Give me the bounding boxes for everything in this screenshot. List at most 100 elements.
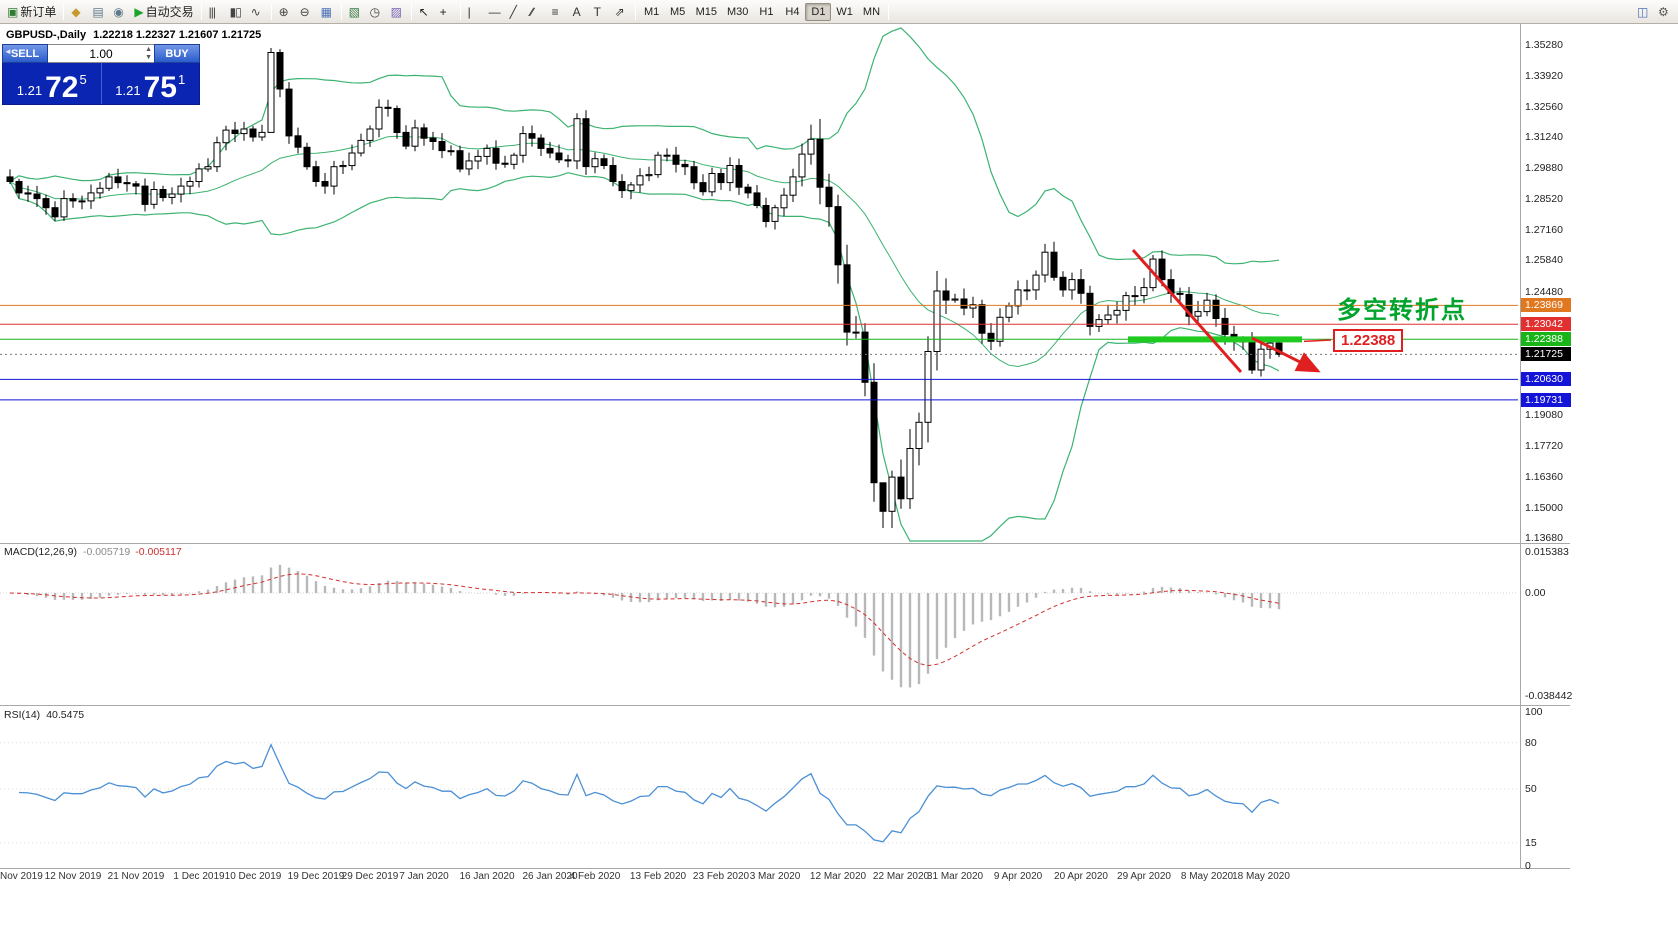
price-axis: 1.35280 1.33920 1.32560 1.31240 1.29880 1.285… <box>1521 0 1578 944</box>
date-tick: 16 Jan 2020 <box>459 871 515 882</box>
date-tick: 31 Mar 2020 <box>926 871 984 882</box>
vertical-line-button[interactable]: | <box>464 2 485 22</box>
macd-signal-line <box>9 573 1280 667</box>
tile-icon: ▦ <box>320 4 332 19</box>
timeframe-m15-button[interactable]: M15 <box>691 3 722 21</box>
price-axis-label: 1.13680 <box>1525 532 1563 544</box>
date-tick: 12 Mar 2020 <box>809 871 867 882</box>
arrow-icon: ⇗ <box>614 4 625 19</box>
volume-spinner[interactable]: ▲ ▼ <box>145 46 152 62</box>
channel-icon: ∕∕ <box>530 4 534 19</box>
arrange-windows-button[interactable]: ◫ <box>1633 2 1654 22</box>
date-tick: 20 Apr 2020 <box>1054 871 1108 882</box>
new-order-button[interactable]: ▣ 新订单 <box>3 2 60 22</box>
price-axis-label: 1.24480 <box>1525 285 1563 298</box>
macd-axis-label: -0.038442 <box>1525 689 1573 702</box>
trendline-button[interactable]: ╱ <box>506 2 527 22</box>
toolbar-separator <box>270 3 272 20</box>
channel-button[interactable]: ∕∕ <box>527 2 548 22</box>
rsi-title: RSI(14) <box>4 709 41 721</box>
spin-down-icon[interactable]: ▼ <box>145 54 152 61</box>
horizontal-line-button[interactable]: — <box>485 2 506 22</box>
mql5-community-button[interactable]: ◆ <box>67 2 88 22</box>
tile-windows-button[interactable]: ▦ <box>317 2 338 22</box>
compass-icon: ◆ <box>71 4 80 19</box>
timeframe-d1-button[interactable]: D1 <box>805 2 832 21</box>
timeframe-m30-button[interactable]: M30 <box>722 3 753 21</box>
rsi-value: 40.5475 <box>46 709 85 721</box>
price-axis-label: 1.31240 <box>1525 131 1563 144</box>
zoom-out-button[interactable]: ⊖ <box>296 2 317 22</box>
new-chart-button[interactable]: ▧ <box>345 2 366 22</box>
volume-value: 1.00 <box>89 46 113 61</box>
price-axis-label: 1.35280 <box>1525 39 1563 51</box>
bb-upper-band <box>9 27 1280 265</box>
price-level-tag: 1.19731 <box>1521 392 1571 407</box>
timeframe-w1-button[interactable]: W1 <box>831 3 858 21</box>
settings-button[interactable]: ⚙ <box>1654 2 1675 22</box>
templates-button[interactable]: ▨ <box>387 2 408 22</box>
bar-chart-icon: ||| <box>208 4 216 19</box>
arrows-button[interactable]: ⇗ <box>611 2 632 22</box>
red-trend-line[interactable] <box>1251 336 1321 373</box>
date-tick: 18 May 2020 <box>1232 871 1290 882</box>
rsi-line <box>18 743 1280 843</box>
panel-collapse-icon[interactable]: ◄ <box>4 47 12 56</box>
vertical-line-icon: | <box>467 4 471 19</box>
zoom-in-icon: ⊕ <box>278 4 289 19</box>
date-axis: Nov 2019 12 Nov 2019 21 Nov 2019 1 Dec 2019… <box>0 871 1522 885</box>
text-button[interactable]: A <box>569 2 590 22</box>
volume-input[interactable]: 1.00 ▲ ▼ <box>48 44 154 63</box>
macd-axis-label: 0.015383 <box>1525 545 1569 558</box>
crosshair-button[interactable]: + <box>436 2 457 22</box>
timeframe-m1-button[interactable]: M1 <box>639 3 665 21</box>
timeframe-m5-button[interactable]: M5 <box>665 3 691 21</box>
line-chart-button[interactable]: ∿ <box>247 2 268 22</box>
timeframe-h1-button[interactable]: H1 <box>753 3 779 21</box>
price-axis-label: 1.28520 <box>1525 193 1563 206</box>
price-level-tag: 1.23869 <box>1521 298 1571 313</box>
crosshair-icon: + <box>439 4 447 19</box>
line-chart-icon: ∿ <box>250 4 261 19</box>
rsi-axis-label: 80 <box>1525 736 1537 749</box>
turning-point-annotation: 多空转折点 <box>1337 297 1467 324</box>
headset-icon: ◉ <box>113 4 124 19</box>
price-axis-label: 1.17720 <box>1525 439 1563 452</box>
support-button[interactable]: ◉ <box>109 2 130 22</box>
cursor-button[interactable]: ↖ <box>415 2 436 22</box>
candle-chart-button[interactable]: ▮▯ <box>226 2 247 22</box>
price-axis-label: 1.19080 <box>1525 408 1563 421</box>
trendline-icon: ╱ <box>509 4 517 19</box>
date-tick: 29 Dec 2019 <box>341 871 399 882</box>
zoom-in-button[interactable]: ⊕ <box>275 2 296 22</box>
fibonacci-button[interactable]: ≡ <box>548 2 569 22</box>
bollinger-bands <box>9 27 1280 542</box>
autotrading-button[interactable]: ▶ 自动交易 <box>130 2 197 22</box>
toolbar-separator <box>410 3 412 20</box>
price-axis-label: 1.15000 <box>1525 501 1563 514</box>
sell-button[interactable]: SELL <box>2 44 48 63</box>
label-button[interactable]: T <box>590 2 611 22</box>
support-highlight-segment[interactable] <box>1128 336 1302 343</box>
spin-up-icon[interactable]: ▲ <box>145 46 152 53</box>
sell-price[interactable]: 1.21 72 5 <box>3 63 101 104</box>
data-window-button[interactable]: ▤ <box>88 2 109 22</box>
price-level-tag: 1.22388 <box>1521 332 1571 347</box>
price-axis-label: 1.33920 <box>1525 70 1563 83</box>
period-button[interactable]: ◷ <box>366 2 387 22</box>
price-axis-label: 1.25840 <box>1525 254 1563 267</box>
rsi-axis-label: 100 <box>1525 706 1543 718</box>
price-level-tag: 1.20630 <box>1521 372 1571 387</box>
buy-price[interactable]: 1.21 75 1 <box>102 63 200 104</box>
red-trend-line[interactable] <box>1131 249 1243 373</box>
price-tag-annotation: 1.22388 <box>1333 329 1404 352</box>
date-tick: 8 May 2020 <box>1180 871 1234 882</box>
toolbar-separator <box>634 3 636 20</box>
timeframe-mn-button[interactable]: MN <box>858 3 885 21</box>
buy-button[interactable]: BUY <box>154 44 200 63</box>
price-level-tag: 1.23042 <box>1521 317 1571 332</box>
bar-chart-button[interactable]: ||| <box>205 2 226 22</box>
timeframe-h4-button[interactable]: H4 <box>779 3 805 21</box>
date-tick: 26 Jan 2020 <box>522 871 578 882</box>
